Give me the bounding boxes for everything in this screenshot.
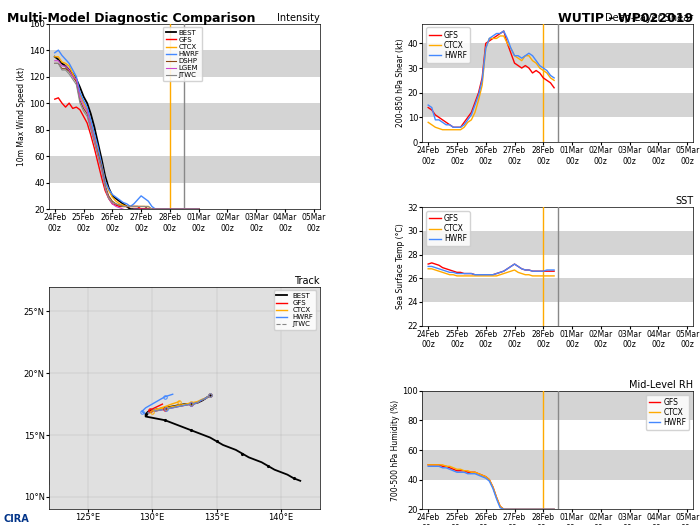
Legend: GFS, CTCX, HWRF: GFS, CTCX, HWRF xyxy=(426,211,470,246)
Bar xyxy=(422,480,693,509)
Bar xyxy=(422,93,693,118)
Bar xyxy=(49,24,320,50)
Bar xyxy=(49,183,320,209)
Legend: GFS, CTCX, HWRF: GFS, CTCX, HWRF xyxy=(645,395,689,430)
Bar xyxy=(422,118,693,142)
Bar xyxy=(422,255,693,278)
Bar xyxy=(49,103,320,130)
Text: Intensity: Intensity xyxy=(276,13,320,23)
Y-axis label: 10m Max Wind Speed (kt): 10m Max Wind Speed (kt) xyxy=(18,67,26,166)
Text: Multi-Model Diagnostic Comparison: Multi-Model Diagnostic Comparison xyxy=(7,12,256,25)
Legend: GFS, CTCX, HWRF: GFS, CTCX, HWRF xyxy=(426,27,470,63)
Bar xyxy=(49,156,320,183)
Y-axis label: Sea Surface Temp (°C): Sea Surface Temp (°C) xyxy=(395,224,405,309)
Y-axis label: 200-850 hPa Shear (kt): 200-850 hPa Shear (kt) xyxy=(395,38,405,127)
Text: CIRA: CIRA xyxy=(4,514,29,524)
Y-axis label: 700-500 hPa Humidity (%): 700-500 hPa Humidity (%) xyxy=(391,400,400,501)
Bar xyxy=(422,68,693,93)
Bar xyxy=(422,421,693,450)
Polygon shape xyxy=(0,423,49,509)
Bar xyxy=(422,231,693,255)
Text: Mid-Level RH: Mid-Level RH xyxy=(629,380,693,390)
Bar xyxy=(422,450,693,480)
Legend: BEST, GFS, CTCX, HWRF, DSHP, LGEM, JTWC: BEST, GFS, CTCX, HWRF, DSHP, LGEM, JTWC xyxy=(163,27,202,81)
Bar xyxy=(422,278,693,302)
Bar xyxy=(49,77,320,103)
Text: SST: SST xyxy=(675,196,693,206)
Legend: BEST, GFS, CTCX, HWRF, JTWC: BEST, GFS, CTCX, HWRF, JTWC xyxy=(274,290,316,330)
Bar xyxy=(422,44,693,68)
Text: WUTIP - WP022019: WUTIP - WP022019 xyxy=(558,12,693,25)
Bar xyxy=(422,207,693,231)
Bar xyxy=(49,130,320,156)
Text: Deep-Layer Shear: Deep-Layer Shear xyxy=(605,13,693,23)
Bar xyxy=(422,391,693,421)
Bar xyxy=(422,302,693,326)
Text: Track: Track xyxy=(294,276,320,286)
Bar xyxy=(49,50,320,77)
